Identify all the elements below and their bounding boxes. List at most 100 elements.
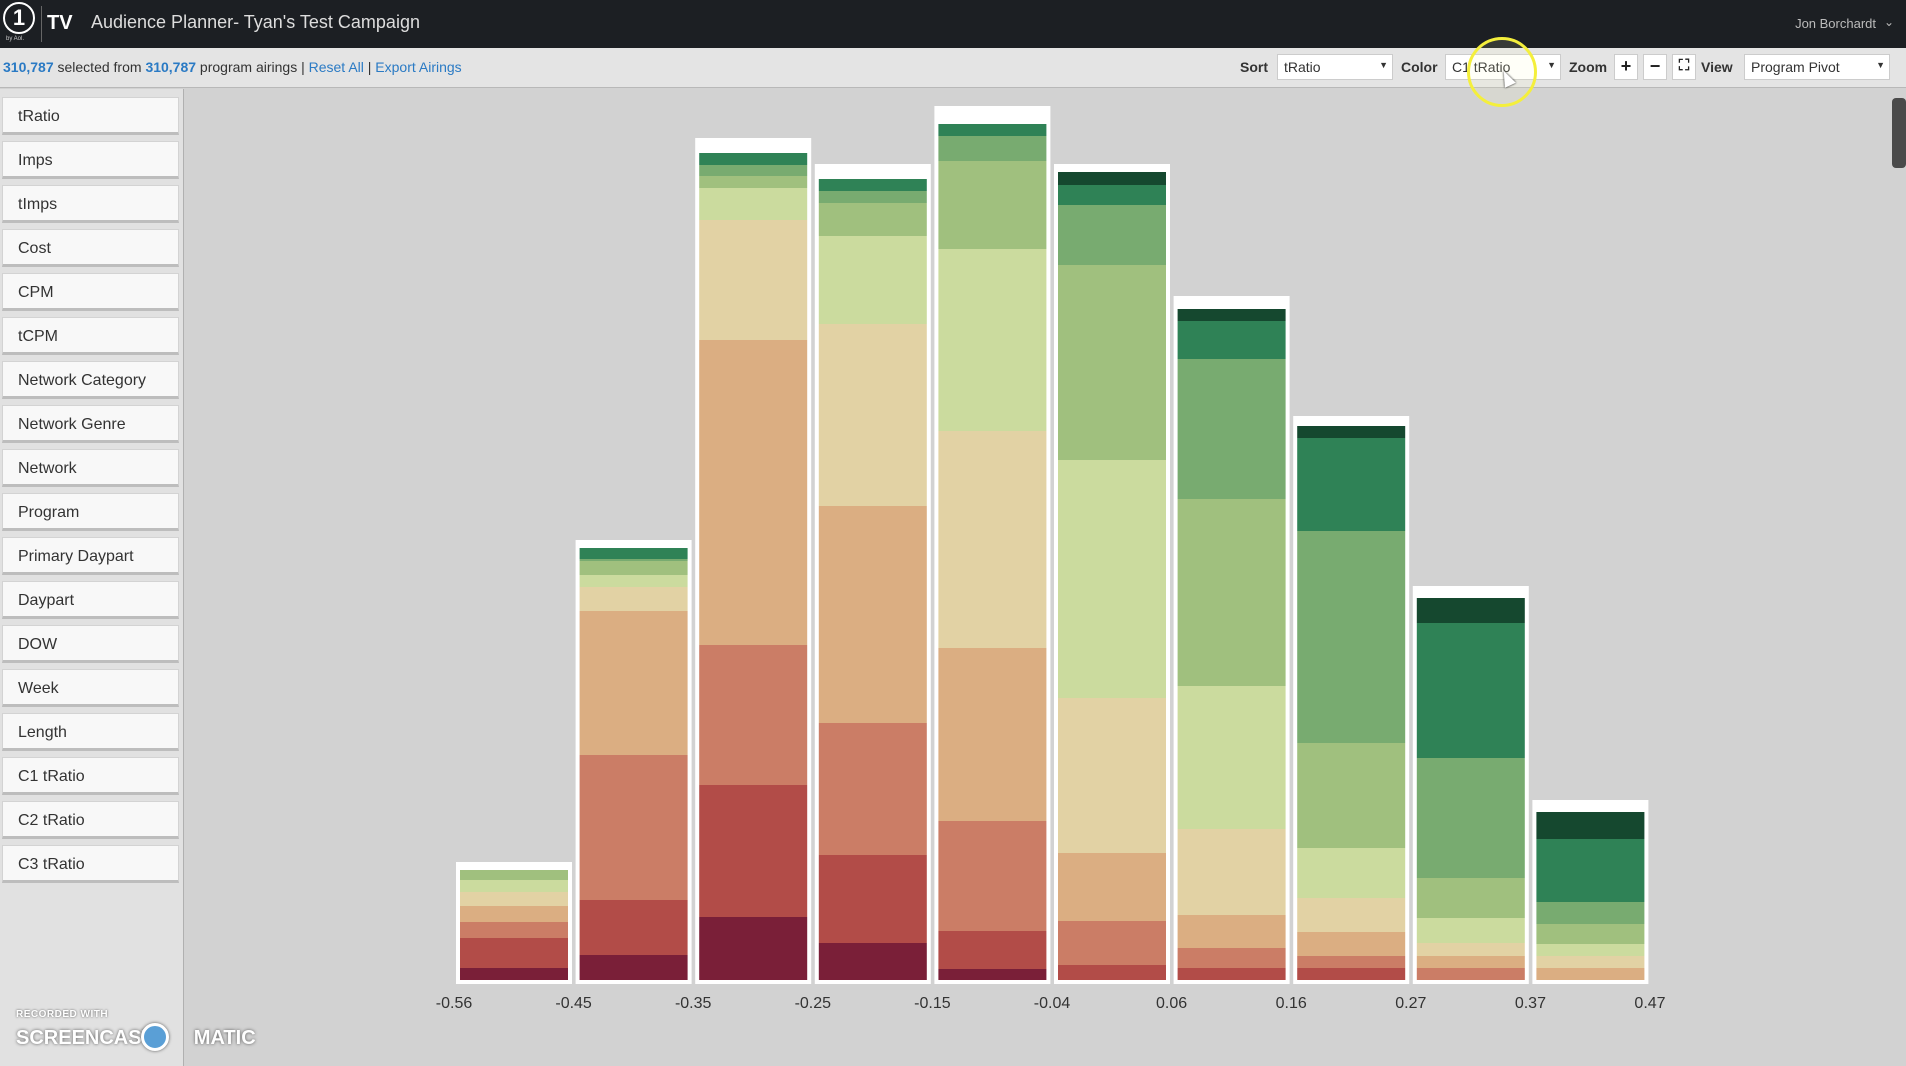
one-logo-icon[interactable]: 1 [3,2,35,34]
tratio-histogram-chart[interactable]: -0.56 -0.45 -0.35 -0.25 -0.15 -0.04 0.06 0.16 0.… [186,90,1886,1020]
histogram-bar-segment[interactable] [1536,924,1645,944]
view-select[interactable]: Program Pivot ▼ [1744,54,1890,80]
histogram-bar-segment[interactable] [938,648,1047,821]
histogram-bar-segment[interactable] [938,161,1047,249]
histogram-bar-segment[interactable] [1058,460,1166,698]
histogram-bar-segment[interactable] [938,124,1047,136]
histogram-bar-segment[interactable] [1297,531,1406,743]
histogram-bar-segment[interactable] [1058,965,1166,980]
histogram-bar-segment[interactable] [460,880,568,892]
histogram-bar-segment[interactable] [1177,309,1286,321]
histogram-bar-segment[interactable] [1536,944,1645,956]
sidebar-item-week[interactable]: Week [2,669,179,707]
histogram-bar-segment[interactable] [1177,321,1286,359]
histogram-bar-segment[interactable] [938,821,1047,931]
zoom-out-button[interactable]: − [1643,54,1667,80]
histogram-bar-segment[interactable] [1177,968,1286,980]
histogram-bar-segment[interactable] [1297,932,1406,956]
histogram-bar-segment[interactable] [1297,743,1406,848]
histogram-bar-segment[interactable] [1536,956,1645,968]
histogram-bar-segment[interactable] [818,324,927,506]
histogram-bar-segment[interactable] [1177,359,1286,499]
histogram-bar-segment[interactable] [1177,829,1286,915]
histogram-bar-segment[interactable] [460,938,568,968]
export-airings-link[interactable]: Export Airings [375,59,462,75]
histogram-bar-segment[interactable] [699,340,808,645]
zoom-in-button[interactable]: + [1614,54,1638,80]
histogram-bar-segment[interactable] [579,559,688,561]
histogram-bar-segment[interactable] [1416,878,1525,918]
histogram-bar-segment[interactable] [1536,968,1645,980]
sidebar-item-primary-daypart[interactable]: Primary Daypart [2,537,179,575]
sidebar-item-network-genre[interactable]: Network Genre [2,405,179,443]
sidebar-item-tratio[interactable]: tRatio [2,97,179,135]
histogram-bar-segment[interactable] [938,431,1047,648]
histogram-bar-segment[interactable] [699,188,808,220]
sidebar-item-network[interactable]: Network [2,449,179,487]
histogram-bar-segment[interactable] [1416,598,1525,623]
fit-to-screen-icon[interactable]: ⛶ [1672,54,1696,80]
histogram-bar-segment[interactable] [579,561,688,575]
histogram-bar-segment[interactable] [699,165,808,176]
histogram-bar-segment[interactable] [1058,185,1166,205]
histogram-bar-segment[interactable] [1297,956,1406,968]
histogram-bar-segment[interactable] [579,955,688,980]
histogram-bar-segment[interactable] [1297,426,1406,438]
histogram-bar-segment[interactable] [1536,812,1645,839]
histogram-bar-segment[interactable] [579,587,688,611]
histogram-bar-segment[interactable] [460,870,568,880]
histogram-bar-segment[interactable] [938,931,1047,969]
sidebar-item-dow[interactable]: DOW [2,625,179,663]
histogram-bar-segment[interactable] [1416,758,1525,878]
sidebar-item-program[interactable]: Program [2,493,179,531]
histogram-bar-segment[interactable] [1058,853,1166,921]
histogram-bar-segment[interactable] [1416,918,1525,943]
histogram-bar-segment[interactable] [699,917,808,980]
histogram-bar-segment[interactable] [1177,499,1286,686]
histogram-bar-segment[interactable] [1297,898,1406,932]
histogram-bar-segment[interactable] [1058,205,1166,265]
sidebar-item-imps[interactable]: Imps [2,141,179,179]
user-menu[interactable]: Jon Borchardt [1795,16,1876,31]
histogram-bar-segment[interactable] [1416,943,1525,956]
histogram-bar-segment[interactable] [1536,902,1645,924]
histogram-bar-segment[interactable] [579,575,688,587]
sidebar-item-tcpm[interactable]: tCPM [2,317,179,355]
histogram-bar-segment[interactable] [699,176,808,188]
sidebar-item-timps[interactable]: tImps [2,185,179,223]
histogram-bar-segment[interactable] [460,906,568,922]
sidebar-item-length[interactable]: Length [2,713,179,751]
histogram-bar-segment[interactable] [1058,698,1166,853]
reset-all-link[interactable]: Reset All [308,59,364,75]
histogram-bar-segment[interactable] [1536,839,1645,902]
histogram-bar-segment[interactable] [1177,948,1286,968]
histogram-bar-segment[interactable] [818,191,927,203]
histogram-bar-segment[interactable] [1058,265,1166,460]
histogram-bar-segment[interactable] [1058,921,1166,965]
histogram-bar-segment[interactable] [699,645,808,785]
histogram-bar-segment[interactable] [1177,686,1286,829]
histogram-bar-segment[interactable] [1416,968,1525,980]
chevron-down-icon[interactable]: ⌄ [1883,15,1894,29]
sidebar-item-network-category[interactable]: Network Category [2,361,179,399]
sidebar-item-c2-tratio[interactable]: C2 tRatio [2,801,179,839]
sidebar-item-daypart[interactable]: Daypart [2,581,179,619]
histogram-bar-segment[interactable] [579,900,688,955]
sidebar-item-c3-tratio[interactable]: C3 tRatio [2,845,179,883]
sidebar-item-c1-tratio[interactable]: C1 tRatio [2,757,179,795]
histogram-bar-segment[interactable] [1297,438,1406,531]
histogram-bar-segment[interactable] [699,153,808,165]
histogram-bar-segment[interactable] [460,922,568,938]
histogram-bar-segment[interactable] [818,855,927,943]
sidebar-item-cpm[interactable]: CPM [2,273,179,311]
histogram-bar-segment[interactable] [1416,623,1525,758]
histogram-bar-segment[interactable] [1297,848,1406,898]
histogram-bar-segment[interactable] [818,203,927,236]
histogram-bar-segment[interactable] [699,220,808,340]
histogram-bar-segment[interactable] [818,179,927,191]
histogram-bar-segment[interactable] [938,249,1047,431]
histogram-bar-segment[interactable] [938,969,1047,980]
histogram-bar-segment[interactable] [1058,172,1166,185]
sort-select[interactable]: tRatio ▼ [1277,54,1393,80]
histogram-bar-segment[interactable] [460,968,568,980]
